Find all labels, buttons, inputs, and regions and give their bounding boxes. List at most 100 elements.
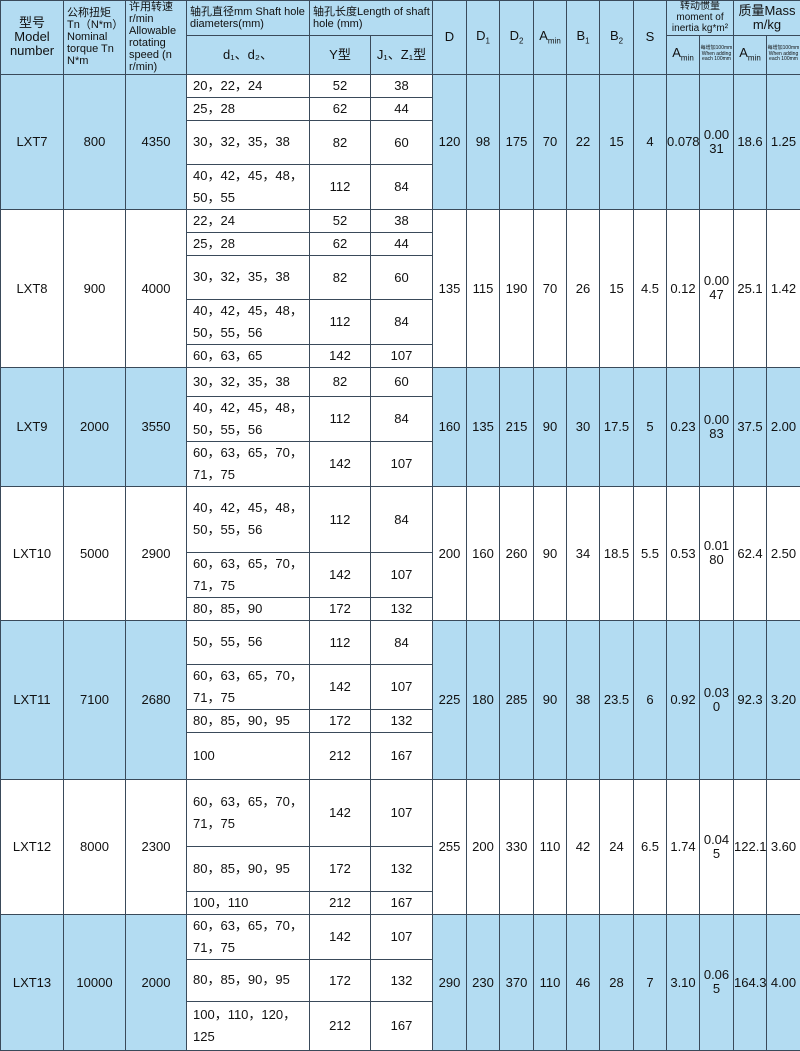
jz-length-cell: 107 [371,779,433,846]
header-D2: D2 [500,1,534,75]
model-cell: LXT8 [1,209,64,367]
s-cell: 7 [634,914,667,1050]
d-cell: 160 [433,367,467,486]
b2-cell: 17.5 [600,367,634,486]
b1-cell: 26 [567,209,600,367]
speed-cell: 4350 [126,74,187,209]
d2-cell: 285 [500,620,534,779]
b1-cell: 30 [567,367,600,486]
mass-cell: 62.4 [734,486,767,620]
b1-cell: 46 [567,914,600,1050]
jz-length-cell: 167 [371,1001,433,1050]
b2-cell: 28 [600,914,634,1050]
y-length-cell: 52 [310,209,371,232]
mass-cell: 122.1 [734,779,767,914]
speed-cell: 2680 [126,620,187,779]
jz-length-cell: 60 [371,120,433,164]
shaft-diameter-cell: 60，63，65，70， 71，75 [187,914,310,959]
y-length-cell: 62 [310,232,371,255]
shaft-diameter-cell: 80，85，90，95 [187,709,310,732]
shaft-diameter-cell: 40，42，45，48， 50，55，56 [187,396,310,441]
jz-length-cell: 38 [371,209,433,232]
jz-length-cell: 167 [371,891,433,914]
model-cell: LXT9 [1,367,64,486]
mass-cell: 164.3 [734,914,767,1050]
header-mass: 质量Mass m/kg [734,1,800,36]
jz-length-cell: 107 [371,552,433,597]
shaft-diameter-cell: 80，85，90，95 [187,959,310,1001]
inertia-cell: 0.92 [667,620,700,779]
header-jz-type: J₁、Z₁型 [371,35,433,74]
jz-length-cell: 60 [371,367,433,396]
b2-cell: 23.5 [600,620,634,779]
shaft-diameter-cell: 60，63，65，70， 71，75 [187,779,310,846]
model-cell: LXT10 [1,486,64,620]
b2-cell: 15 [600,209,634,367]
header-Amin-sub: min [548,36,561,45]
header-D: D [433,1,467,75]
header-Amin: Amin [534,1,567,75]
s-cell: 4 [634,74,667,209]
jz-length-cell: 132 [371,709,433,732]
torque-cell: 800 [64,74,126,209]
y-length-cell: 112 [310,299,371,344]
inertia-cell: 0.12 [667,209,700,367]
header-Amin-label: A [539,28,548,43]
torque-cell: 2000 [64,367,126,486]
shaft-diameter-cell: 100，110 [187,891,310,914]
shaft-diameter-cell: 22，24 [187,209,310,232]
speed-cell: 2000 [126,914,187,1050]
jz-length-cell: 132 [371,959,433,1001]
jz-length-cell: 84 [371,299,433,344]
inertia-cell: 1.74 [667,779,700,914]
header-D1: D1 [467,1,500,75]
y-length-cell: 212 [310,732,371,779]
speed-cell: 2900 [126,486,187,620]
mass-cell: 25.1 [734,209,767,367]
b1-cell: 42 [567,779,600,914]
header-inertia-amin: Amin [667,35,700,74]
y-length-cell: 112 [310,396,371,441]
b1-cell: 22 [567,74,600,209]
b1-cell: 34 [567,486,600,620]
amin-cell: 70 [534,74,567,209]
y-length-cell: 142 [310,552,371,597]
header-mass-amin: Amin [734,35,767,74]
y-length-cell: 172 [310,846,371,891]
inertia-add-cell: 0.0047 [700,209,734,367]
jz-length-cell: 44 [371,97,433,120]
header-B1: B1 [567,1,600,75]
header-shaft-length: 轴孔长度Length of shaft hole (mm) [310,1,433,36]
mass-amin-label: A [739,45,748,60]
header-y-type: Y型 [310,35,371,74]
jz-length-cell: 132 [371,846,433,891]
header-mass-adding: 每增加100mm When adding each 100mm [767,35,800,74]
y-length-cell: 172 [310,709,371,732]
d1-cell: 200 [467,779,500,914]
jz-length-cell: 84 [371,620,433,664]
shaft-diameter-cell: 30，32，35，38 [187,367,310,396]
y-length-cell: 82 [310,255,371,299]
inertia-amin-label: A [672,45,681,60]
header-speed: 许用转速 r/min Allowable rotating speed (n r… [126,1,187,75]
amin-cell: 90 [534,486,567,620]
shaft-diameter-cell: 30，32，35，38 [187,120,310,164]
shaft-diameter-cell: 60，63，65，70， 71，75 [187,552,310,597]
amin-cell: 90 [534,367,567,486]
inertia-add-cell: 0.0180 [700,486,734,620]
speed-cell: 2300 [126,779,187,914]
mass-cell: 18.6 [734,74,767,209]
header-S: S [634,1,667,75]
shaft-diameter-cell: 60，63，65，70， 71，75 [187,664,310,709]
mass-add-cell: 2.50 [767,486,800,620]
d-cell: 200 [433,486,467,620]
shaft-diameter-cell: 100 [187,732,310,779]
header-D1-sub: 1 [485,36,489,45]
shaft-diameter-cell: 40，42，45，48， 50，55，56 [187,299,310,344]
y-length-cell: 172 [310,597,371,620]
b1-cell: 38 [567,620,600,779]
jz-length-cell: 44 [371,232,433,255]
